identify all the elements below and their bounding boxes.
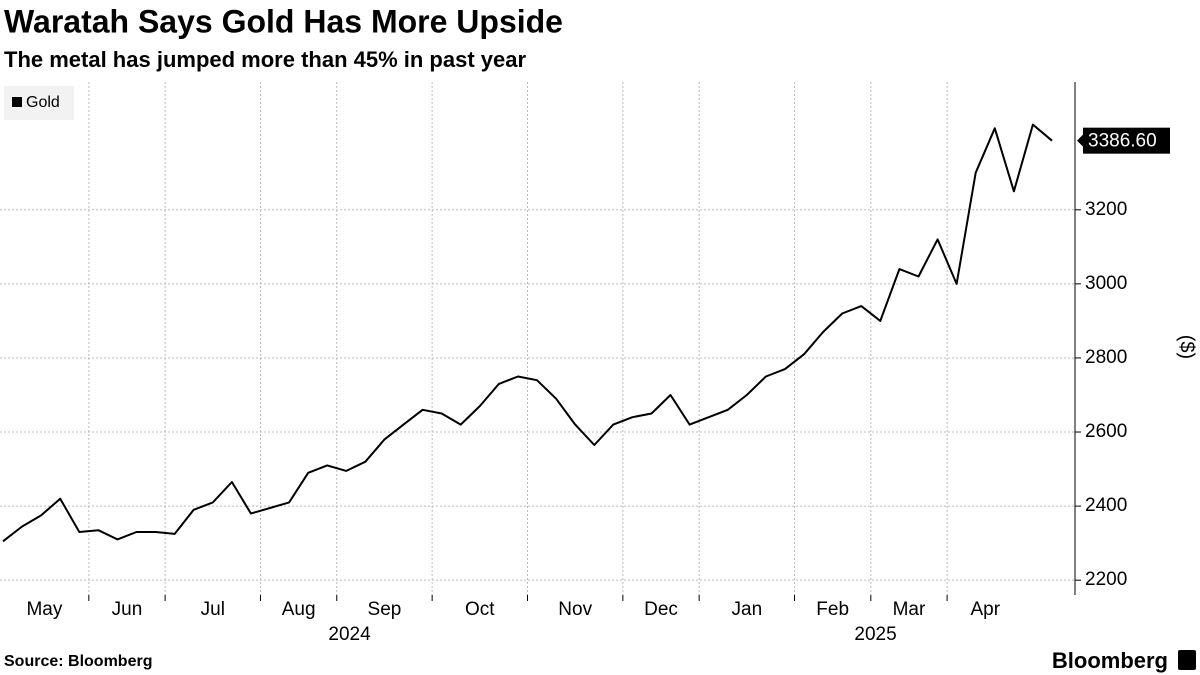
y-tick-label: 3000 (1085, 273, 1127, 294)
value-label-box (1083, 127, 1170, 154)
legend-swatch (12, 97, 22, 107)
price-line (2, 123, 1053, 543)
x-tick-label: Feb (816, 599, 849, 620)
x-tick-label: Aug (282, 599, 316, 620)
x-tick-label: Mar (893, 599, 926, 620)
y-tick-label: 2200 (1085, 569, 1127, 590)
x-tick-label: Nov (558, 599, 592, 620)
x-tick-label: May (26, 599, 62, 620)
y-tick-label: 3200 (1085, 199, 1127, 220)
x-group-label: 2024 (328, 624, 371, 645)
x-tick-label: Oct (465, 599, 495, 620)
x-tick-label: Jul (201, 599, 225, 620)
chart-title: Waratah Says Gold Has More Upside (4, 3, 563, 39)
value-label: 3386.60 (1088, 131, 1157, 152)
x-tick-label: Jun (112, 599, 143, 620)
x-group-label: 2025 (854, 624, 896, 645)
x-tick-label: Sep (368, 599, 402, 620)
y-tick-label: 2600 (1085, 421, 1127, 442)
brand: Bloomberg (1052, 648, 1168, 673)
x-tick-label: Apr (970, 599, 1000, 620)
x-tick-label: Jan (732, 599, 763, 620)
brand-icon (1178, 650, 1196, 670)
y-tick-label: 2800 (1085, 347, 1127, 368)
chart-subtitle: The metal has jumped more than 45% in pa… (4, 47, 526, 72)
legend-label: Gold (26, 94, 60, 111)
y-axis-label: ($) (1176, 335, 1198, 359)
x-tick-label: Dec (644, 599, 678, 620)
y-tick-label: 2400 (1085, 495, 1127, 516)
source: Source: Bloomberg (4, 653, 152, 670)
